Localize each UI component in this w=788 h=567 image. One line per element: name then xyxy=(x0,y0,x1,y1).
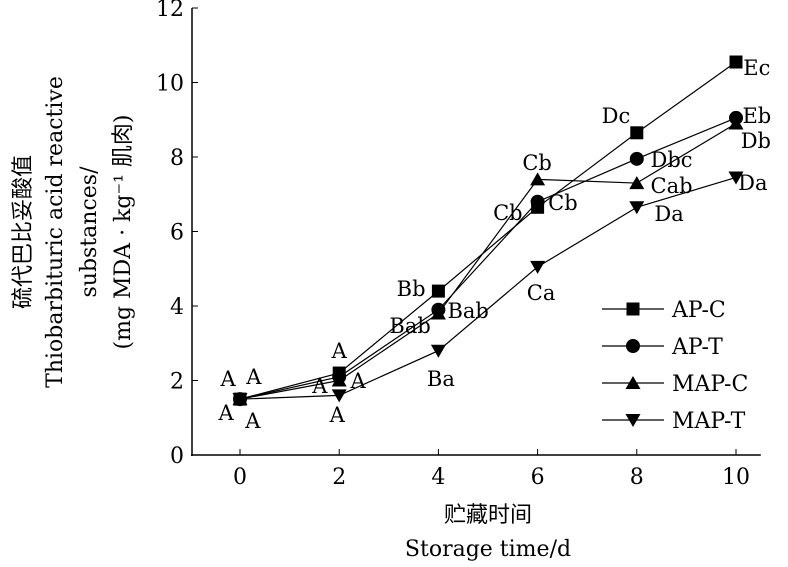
significance-label: Bab xyxy=(447,299,488,323)
significance-label: Ec xyxy=(743,56,770,80)
significance-label: A xyxy=(220,367,237,391)
data-point-triangle-down xyxy=(728,171,744,185)
series-line xyxy=(239,61,737,400)
data-point-circle xyxy=(629,151,644,166)
significance-label: Da xyxy=(654,202,683,226)
y-axis-label-line: Thiobarbituric acid reactive xyxy=(43,76,68,388)
data-point-triangle-up xyxy=(331,373,347,387)
legend-marker-square xyxy=(626,302,640,316)
data-point-triangle-down xyxy=(530,260,546,274)
data-point-triangle-down xyxy=(430,344,446,358)
y-axis-label-line: substances/ xyxy=(77,166,102,298)
significance-label: Cb xyxy=(548,191,578,215)
legend-item: MAP-T xyxy=(602,409,746,434)
data-point-triangle-down xyxy=(331,389,347,403)
y-tick-label: 6 xyxy=(170,221,184,246)
x-tick-label: 0 xyxy=(233,465,247,490)
data-point-triangle-down xyxy=(232,393,248,407)
significance-label: A xyxy=(244,409,261,433)
significance-label: A xyxy=(349,369,366,393)
data-point-square xyxy=(729,55,743,69)
axes: 0 2 4 6 8 10 0 2 4 6 8 10 12 xyxy=(156,0,761,490)
significance-label: Bb xyxy=(397,277,426,301)
y-axis-label-line: 硫代巴比妥酸值 xyxy=(11,155,36,309)
series-line xyxy=(239,117,737,400)
significance-label: A xyxy=(329,403,346,427)
significance-label: Cb xyxy=(493,201,523,225)
significance-label: A xyxy=(218,401,235,425)
significance-label: Cb xyxy=(522,151,552,175)
x-tick-label: 10 xyxy=(722,465,750,490)
legend-marker-triangle-up xyxy=(625,376,641,389)
x-axis-label-cn: 贮藏时间 xyxy=(444,503,532,528)
annotations: A AA AAA AABbBabBabBaCbCbCbCaDcDbcCabDaEcEb… xyxy=(218,56,772,433)
data-point-triangle-down xyxy=(629,201,645,215)
legend-item: AP-T xyxy=(602,335,723,360)
significance-label: Ba xyxy=(427,367,455,391)
y-tick-label: 12 xyxy=(156,0,184,22)
y-tick-label: 4 xyxy=(170,295,184,320)
y-tick-label: 2 xyxy=(170,370,184,395)
axis-labels: 贮藏时间 Storage time/d 硫代巴比妥酸值 Thiobarbituric … xyxy=(11,76,571,562)
legend-marker-triangle-down xyxy=(625,414,641,427)
data-point-triangle-up xyxy=(530,172,546,186)
significance-label: Eb xyxy=(742,104,771,128)
significance-label: Dbc xyxy=(650,148,692,172)
legend-label: MAP-C xyxy=(672,372,748,397)
data-point-triangle-up xyxy=(430,306,446,320)
legend-item: MAP-C xyxy=(602,372,748,397)
significance-label: Db xyxy=(741,129,771,153)
y-tick-label: 0 xyxy=(170,444,184,469)
series-ap-c xyxy=(233,55,743,406)
significance-label: A xyxy=(331,339,348,363)
significance-label: A xyxy=(245,365,262,389)
legend-item: AP-C xyxy=(602,298,726,323)
legend-label: AP-T xyxy=(671,335,723,360)
legend-label: MAP-T xyxy=(672,409,746,434)
y-axis-label-line: (mg MDA · kg⁻¹ 肌肉) xyxy=(111,115,136,350)
series-map-t xyxy=(232,171,744,407)
significance-label: Bab xyxy=(389,314,430,338)
legend-marker-circle xyxy=(626,339,640,353)
data-point-triangle-up xyxy=(629,176,645,190)
series-line xyxy=(239,122,737,400)
x-tick-label: 2 xyxy=(332,465,346,490)
significance-label: Da xyxy=(738,171,767,195)
data-point-square xyxy=(431,284,445,298)
significance-label: Ca xyxy=(527,281,556,305)
significance-label: A xyxy=(311,374,328,398)
y-tick-label: 10 xyxy=(156,72,184,97)
data-point-circle xyxy=(530,194,545,209)
legend: AP-C AP-T MAP-C MAP-T xyxy=(602,298,748,434)
series-line xyxy=(239,176,737,400)
significance-label: Cab xyxy=(651,174,693,198)
x-axis-label-en: Storage time/d xyxy=(405,537,571,562)
data-point-triangle-up xyxy=(728,116,744,130)
series-map-c xyxy=(232,116,744,406)
x-tick-label: 6 xyxy=(531,465,545,490)
data-point-square xyxy=(630,126,644,140)
y-tick-label: 8 xyxy=(170,146,184,171)
x-tick-label: 4 xyxy=(431,465,445,490)
significance-label: Dc xyxy=(602,104,631,128)
series-lines xyxy=(232,55,744,407)
x-tick-label: 8 xyxy=(630,465,644,490)
legend-label: AP-C xyxy=(671,298,726,323)
